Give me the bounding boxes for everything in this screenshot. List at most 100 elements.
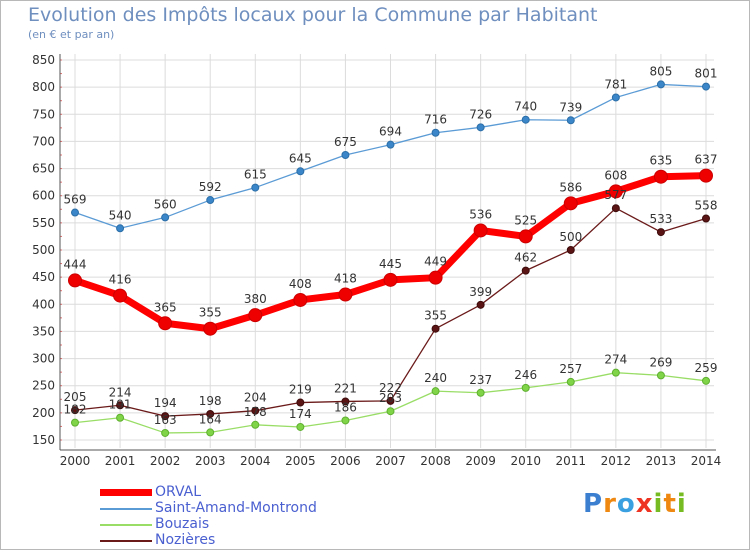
- x-tick-label: 2000: [60, 454, 91, 468]
- data-label: 204: [244, 391, 267, 405]
- logo-letter: P: [583, 489, 604, 519]
- data-point: [386, 407, 395, 416]
- x-tick-label: 2014: [691, 454, 722, 468]
- data-point: [431, 128, 440, 137]
- data-label: 645: [289, 151, 312, 165]
- data-point: [251, 406, 260, 415]
- data-label: 536: [469, 207, 492, 221]
- data-label: 221: [334, 381, 357, 395]
- y-tick-label: 350: [32, 324, 55, 338]
- data-point: [656, 371, 665, 380]
- data-point: [563, 196, 578, 211]
- logo-letter: t: [663, 489, 677, 519]
- series-layer: [68, 80, 713, 437]
- data-point: [341, 416, 350, 425]
- y-tick-label: 450: [32, 270, 55, 284]
- data-point: [206, 428, 215, 437]
- legend-swatch: [100, 540, 152, 542]
- data-point: [611, 368, 620, 377]
- y-tick-label: 250: [32, 379, 55, 393]
- data-label: 801: [695, 67, 718, 81]
- data-point: [653, 169, 668, 184]
- data-label: 355: [424, 309, 447, 323]
- data-label: 203: [379, 391, 402, 405]
- data-label: 586: [559, 180, 582, 194]
- y-tick-label: 800: [32, 80, 55, 94]
- legend-swatch: [100, 508, 152, 510]
- proxiti-logo: Proxiti: [583, 489, 687, 519]
- legend-label: Nozières: [155, 532, 216, 548]
- data-point: [161, 213, 170, 222]
- data-point: [113, 288, 128, 303]
- data-point: [296, 422, 305, 431]
- data-point: [476, 388, 485, 397]
- data-point: [521, 266, 530, 275]
- data-point: [566, 377, 575, 386]
- data-label: 269: [649, 355, 672, 369]
- data-label: 805: [649, 64, 672, 78]
- data-point: [656, 80, 665, 89]
- data-label: 675: [334, 135, 357, 149]
- data-point: [566, 246, 575, 254]
- data-label: 781: [604, 77, 627, 91]
- x-tick-label: 2011: [556, 454, 587, 468]
- data-point: [702, 376, 710, 385]
- data-label: 186: [334, 400, 357, 414]
- data-label: 205: [64, 390, 87, 404]
- data-label: 237: [469, 373, 492, 387]
- data-point: [521, 115, 530, 124]
- legend-label: Bouzais: [155, 516, 210, 532]
- data-label: 174: [289, 407, 312, 421]
- data-label: 194: [154, 396, 177, 410]
- x-tick-label: 2008: [420, 454, 451, 468]
- y-tick-label: 850: [32, 53, 55, 67]
- y-tick-label: 750: [32, 107, 55, 121]
- data-label: 726: [469, 107, 492, 121]
- logo-letter: i: [676, 489, 687, 519]
- data-label: 163: [154, 413, 177, 427]
- data-point: [566, 116, 575, 125]
- data-point: [68, 273, 82, 288]
- data-label: 408: [289, 277, 312, 291]
- x-tick-label: 2003: [195, 454, 226, 468]
- data-point: [518, 229, 533, 244]
- data-point: [702, 82, 710, 91]
- logo-letter: i: [653, 489, 664, 519]
- data-label: 418: [334, 272, 357, 286]
- data-label: 462: [514, 251, 537, 265]
- data-label: 380: [244, 292, 267, 306]
- x-tick-label: 2006: [330, 454, 361, 468]
- y-tick-label: 150: [32, 433, 55, 447]
- data-label: 740: [514, 100, 537, 114]
- data-point: [702, 214, 710, 223]
- data-point: [161, 428, 170, 437]
- data-label: 500: [559, 230, 582, 244]
- data-point: [206, 409, 215, 418]
- data-label: 178: [244, 405, 267, 419]
- data-label: 182: [64, 403, 87, 417]
- logo-letter: r: [603, 489, 617, 519]
- data-point: [296, 167, 305, 176]
- data-label: 635: [649, 154, 672, 168]
- data-point: [476, 300, 485, 309]
- data-label: 399: [469, 285, 492, 299]
- data-point: [521, 383, 530, 392]
- data-label: 191: [109, 398, 132, 412]
- data-label: 219: [289, 383, 312, 397]
- data-point: [386, 140, 395, 149]
- data-label: 355: [199, 306, 222, 320]
- data-point: [431, 324, 440, 333]
- data-point: [431, 387, 440, 396]
- data-point: [248, 308, 263, 323]
- data-point: [161, 412, 170, 421]
- data-label: 577: [604, 188, 627, 202]
- data-label: 533: [649, 212, 672, 226]
- data-point: [116, 413, 125, 422]
- logo-letter: x: [635, 489, 654, 519]
- chart-subtitle: (en € et par an): [28, 28, 115, 41]
- data-point: [293, 292, 308, 307]
- y-tick-label: 300: [32, 352, 55, 366]
- data-label: 274: [604, 353, 627, 367]
